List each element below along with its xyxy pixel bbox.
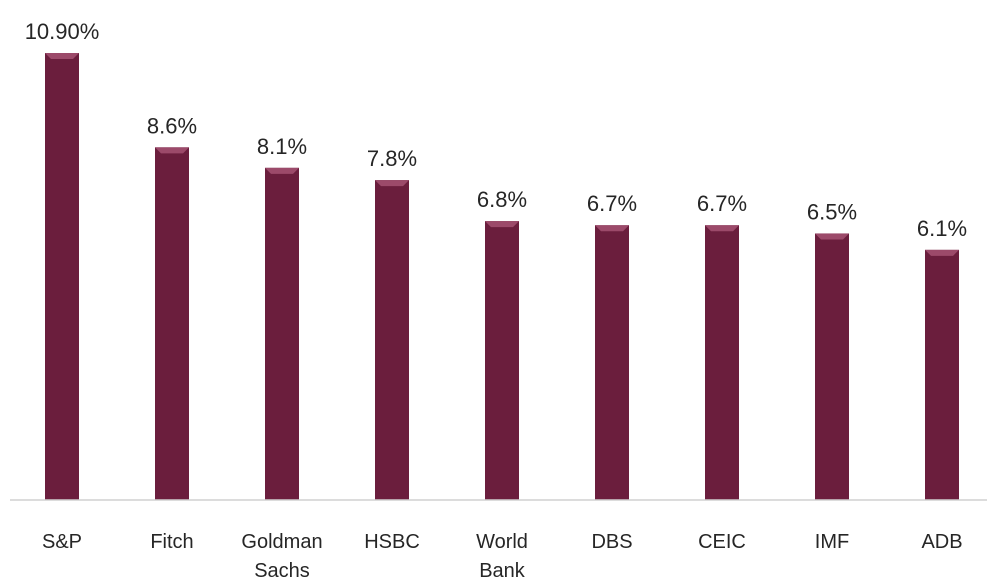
- category-label-world-bank: World Bank: [476, 531, 528, 582]
- category-label-line: HSBC: [364, 531, 420, 553]
- bar-bevel-dbs: [595, 225, 629, 232]
- bar-bevel-fitch: [155, 147, 189, 154]
- category-label-line: IMF: [815, 531, 849, 553]
- data-label-fitch: 8.6%: [147, 113, 197, 138]
- category-label-line: ADB: [921, 531, 962, 553]
- category-label-line: S&P: [42, 531, 82, 553]
- category-label-line: World: [476, 531, 528, 553]
- category-label-adb: ADB: [921, 531, 962, 553]
- bars-group: [45, 53, 959, 501]
- bar-goldman-sachs: [265, 167, 299, 500]
- data-label-adb: 6.1%: [917, 216, 967, 241]
- bar-sandp: [45, 53, 79, 500]
- category-label-imf: IMF: [815, 531, 849, 553]
- bar-bevel-adb: [925, 249, 959, 256]
- bar-adb: [925, 249, 959, 500]
- category-label-line: DBS: [591, 531, 632, 553]
- category-label-ceic: CEIC: [698, 531, 746, 553]
- category-label-goldman-sachs: Goldman Sachs: [241, 531, 322, 582]
- category-label-line: CEIC: [698, 531, 746, 553]
- category-label-sandp: S&P: [42, 531, 82, 553]
- data-label-goldman-sachs: 8.1%: [257, 134, 307, 159]
- bar-bevel-sandp: [45, 53, 79, 59]
- category-label-dbs: DBS: [591, 531, 632, 553]
- bar-hsbc: [375, 180, 409, 501]
- bar-imf: [815, 233, 849, 500]
- category-label-line: Bank: [479, 560, 526, 582]
- category-label-fitch: Fitch: [150, 531, 193, 553]
- bar-bevel-ceic: [705, 225, 739, 232]
- category-label-hsbc: HSBC: [364, 531, 420, 553]
- data-label-dbs: 6.7%: [587, 191, 637, 216]
- data-label-ceic: 6.7%: [697, 191, 747, 216]
- category-label-line: Goldman: [241, 531, 322, 553]
- bar-ceic: [705, 225, 739, 500]
- bar-bevel-goldman-sachs: [265, 167, 299, 174]
- data-label-world-bank: 6.8%: [477, 187, 527, 212]
- bar-bevel-imf: [815, 233, 849, 240]
- bar-bevel-hsbc: [375, 180, 409, 187]
- data-label-sandp: 10.90%: [25, 19, 100, 44]
- data-label-imf: 6.5%: [807, 199, 857, 224]
- category-labels-group: S&P Fitch Goldman Sachs HSBC World Bank DBS CEIC…: [42, 531, 963, 582]
- category-label-line: Fitch: [150, 531, 193, 553]
- bar-dbs: [595, 225, 629, 500]
- bar-world-bank: [485, 221, 519, 500]
- bar-bevel-world-bank: [485, 221, 519, 228]
- bar-fitch: [155, 147, 189, 500]
- category-label-line: Sachs: [254, 560, 310, 582]
- data-label-hsbc: 7.8%: [367, 146, 417, 171]
- data-labels-group: 10.90% 8.6% 8.1% 7.8% 6.8% 6.7% 6.7% 6.5% 6.1%: [25, 19, 967, 241]
